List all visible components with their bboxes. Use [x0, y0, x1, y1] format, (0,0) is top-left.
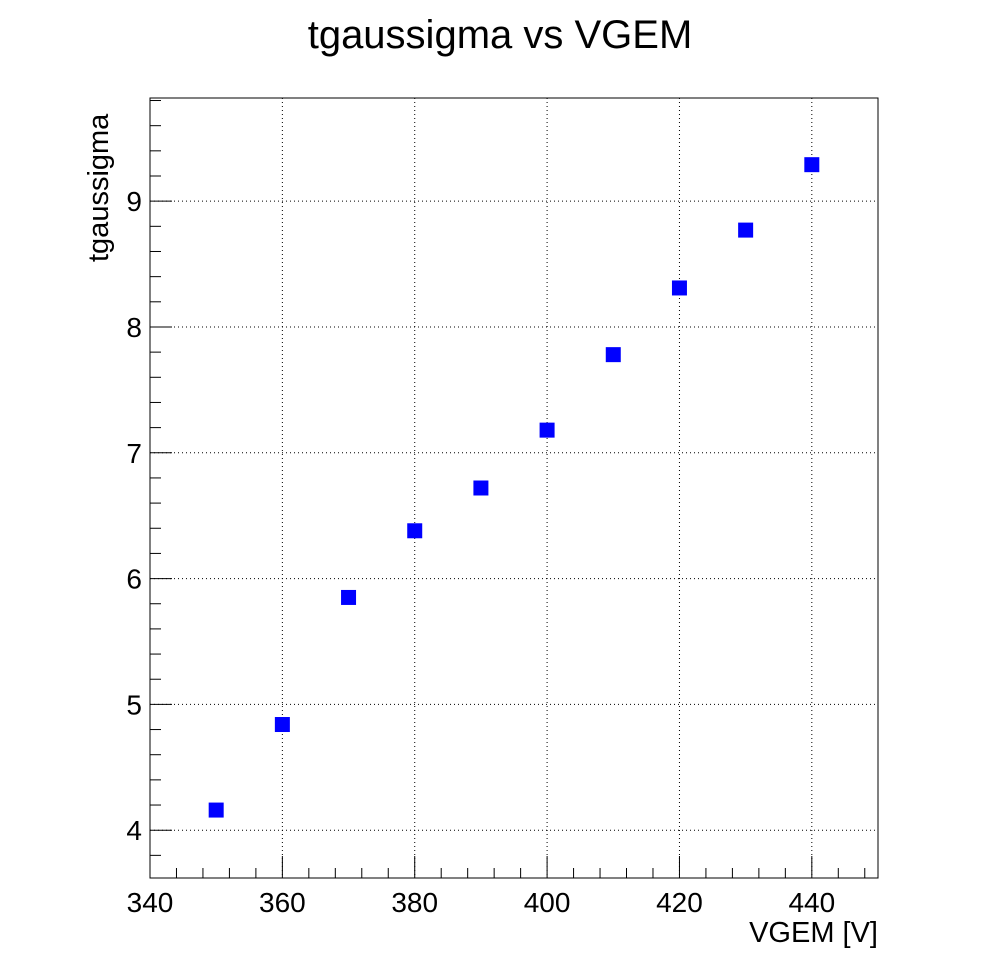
data-point	[605, 347, 621, 363]
x-axis-title: VGEM [V]	[749, 917, 878, 949]
tick-labels: 340 360 380 400 420 440 4 5 6 7 8 9	[126, 186, 835, 918]
data-point	[539, 422, 555, 438]
axis-ticks	[149, 100, 866, 878]
data-point	[274, 717, 290, 733]
x-tick-label: 340	[127, 887, 174, 918]
y-tick-label: 9	[126, 186, 142, 217]
x-tick-label: 380	[391, 887, 438, 918]
data-point	[341, 589, 357, 605]
chart-title: tgaussigma vs VGEM	[308, 13, 693, 57]
y-tick-label: 8	[126, 312, 142, 343]
data-point	[804, 157, 820, 173]
data-point	[738, 222, 754, 238]
y-axis-title: tgaussigma	[83, 113, 115, 262]
x-tick-label: 360	[259, 887, 306, 918]
data-point	[208, 802, 224, 818]
data-points	[208, 157, 820, 818]
y-tick-label: 6	[126, 564, 142, 595]
x-tick-label: 400	[524, 887, 571, 918]
data-point	[473, 480, 489, 496]
data-point	[407, 523, 423, 539]
plot-frame	[149, 97, 879, 879]
x-tick-label: 420	[656, 887, 703, 918]
y-tick-label: 5	[126, 689, 142, 720]
data-point	[671, 280, 687, 296]
y-tick-label: 4	[126, 815, 142, 846]
x-tick-label: 440	[788, 887, 835, 918]
y-tick-label: 7	[126, 438, 142, 469]
grid	[150, 98, 878, 878]
